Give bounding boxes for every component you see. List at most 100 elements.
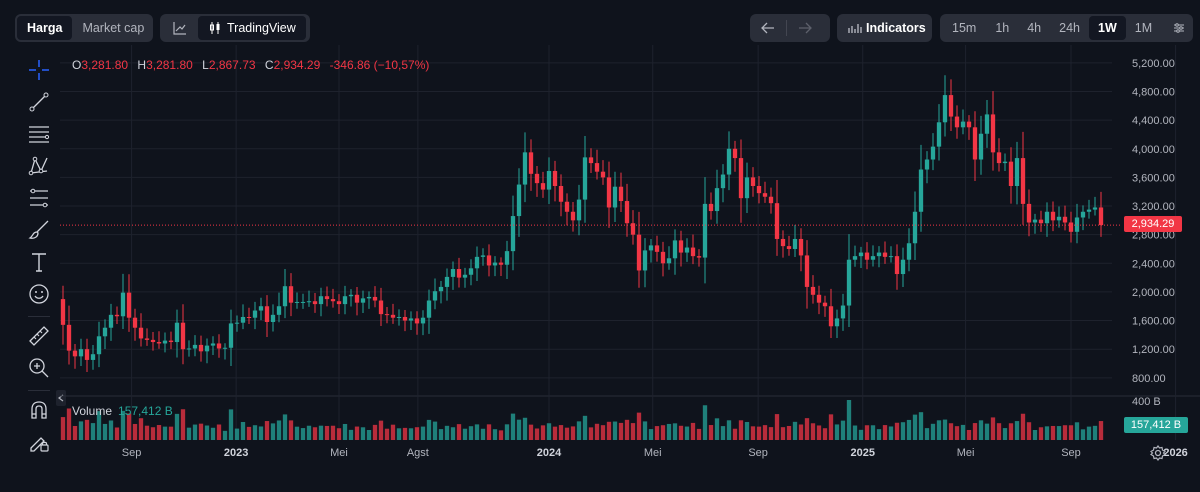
- candle-body: [408, 318, 414, 321]
- tab-harga[interactable]: Harga: [17, 16, 73, 40]
- scroll-back-button[interactable]: [752, 16, 784, 40]
- brush-tool[interactable]: [22, 216, 56, 244]
- pattern-tool[interactable]: [22, 152, 56, 180]
- candle-body: [978, 133, 984, 160]
- settings-button[interactable]: [1148, 443, 1168, 463]
- volume-bar: [90, 423, 96, 440]
- volume-bar: [210, 427, 216, 440]
- candle-body: [918, 169, 924, 212]
- horizontal-lines-tool[interactable]: [22, 120, 56, 148]
- volume-bar: [546, 423, 552, 440]
- volume-bar: [120, 410, 126, 440]
- candle-body: [162, 340, 168, 344]
- tab-market-cap[interactable]: Market cap: [82, 21, 145, 35]
- candle-body: [504, 251, 510, 265]
- volume-bar: [690, 422, 696, 440]
- ruler-tool[interactable]: [22, 322, 56, 350]
- volume-bar: [114, 427, 120, 440]
- line-chart-button[interactable]: [162, 16, 198, 40]
- last-price-badge: 2,934.29: [1124, 216, 1182, 232]
- volume-bar: [792, 421, 798, 440]
- volume-bar: [600, 425, 606, 440]
- candle-body: [96, 336, 102, 355]
- candle-body: [762, 193, 768, 197]
- candle-body: [690, 247, 696, 257]
- fib-tool[interactable]: [22, 184, 56, 212]
- volume-bar: [1098, 421, 1104, 440]
- volume-bar: [558, 425, 564, 440]
- volume-bar: [1044, 426, 1050, 440]
- volume-bar: [846, 400, 852, 440]
- volume-bar: [942, 419, 948, 440]
- volume-bar: [720, 426, 726, 440]
- volume-axis-label: 400 B: [1132, 396, 1161, 408]
- candle-body: [960, 121, 966, 128]
- lock-drawings-tool[interactable]: [22, 428, 56, 456]
- candle-body: [72, 350, 78, 357]
- candle-body: [906, 243, 912, 260]
- candle-body: [414, 318, 420, 324]
- candle-body: [624, 201, 630, 224]
- candle-body: [1086, 209, 1092, 212]
- volume-bar: [1080, 429, 1086, 440]
- candle-body: [930, 146, 936, 160]
- candle-body: [498, 262, 504, 265]
- candle-body: [288, 286, 294, 303]
- timeframe-1h[interactable]: 1h: [995, 21, 1010, 35]
- candle-body: [756, 185, 762, 194]
- volume-bar: [840, 420, 846, 440]
- candle-body: [390, 314, 396, 318]
- candle-body: [600, 171, 606, 178]
- volume-bar: [1092, 425, 1098, 440]
- candle-body: [744, 177, 750, 199]
- volume-bar: [270, 423, 276, 440]
- candle-body: [1098, 207, 1104, 226]
- timeframe-24h[interactable]: 24h: [1059, 21, 1080, 35]
- tradingview-button[interactable]: TradingView: [198, 16, 306, 40]
- volume-bar: [624, 419, 630, 440]
- candle-body: [846, 259, 852, 306]
- candle-body: [864, 252, 870, 260]
- candle-body: [420, 317, 426, 324]
- magnet-icon: [31, 401, 47, 419]
- volume-bar: [618, 422, 624, 440]
- volume-bar: [666, 423, 672, 440]
- zoom-in-tool[interactable]: [22, 354, 56, 382]
- candle-body: [354, 294, 360, 303]
- timeframe-4h[interactable]: 4h: [1027, 21, 1042, 35]
- scroll-forward-button[interactable]: [789, 16, 821, 40]
- volume-bar: [708, 425, 714, 440]
- volume-bar: [978, 420, 984, 440]
- magnet-tool[interactable]: [22, 396, 56, 424]
- candle-body: [1044, 211, 1050, 224]
- volume-bar: [774, 414, 780, 440]
- candle-body: [240, 316, 246, 323]
- timeframe-1m[interactable]: 1M: [1134, 21, 1153, 35]
- chart-settings-button[interactable]: [1165, 16, 1193, 40]
- indicators-button[interactable]: Indicators: [839, 16, 935, 40]
- candle-body: [234, 322, 240, 324]
- candle-body: [636, 234, 642, 271]
- volume-bar: [324, 425, 330, 440]
- timeframe-1w[interactable]: 1W: [1089, 16, 1126, 40]
- candle-body: [204, 345, 210, 352]
- volume-bar: [198, 423, 204, 440]
- trendline-tool[interactable]: [22, 88, 56, 116]
- text-tool[interactable]: [22, 248, 56, 276]
- candle-body: [222, 347, 228, 349]
- candle-body: [480, 255, 486, 257]
- crosshair-tool[interactable]: [22, 56, 56, 84]
- candle-body: [174, 322, 180, 343]
- candle-body: [108, 314, 114, 328]
- line-chart-icon: [173, 22, 186, 35]
- volume-bar: [852, 425, 858, 440]
- candle-body: [834, 318, 840, 327]
- volume-bar: [360, 427, 366, 440]
- candle-body: [360, 298, 366, 303]
- volume-bar: [900, 422, 906, 440]
- timeframe-15m[interactable]: 15m: [952, 21, 977, 35]
- candle-body: [732, 148, 738, 159]
- emoji-tool[interactable]: [22, 280, 56, 308]
- candle-body: [138, 327, 144, 339]
